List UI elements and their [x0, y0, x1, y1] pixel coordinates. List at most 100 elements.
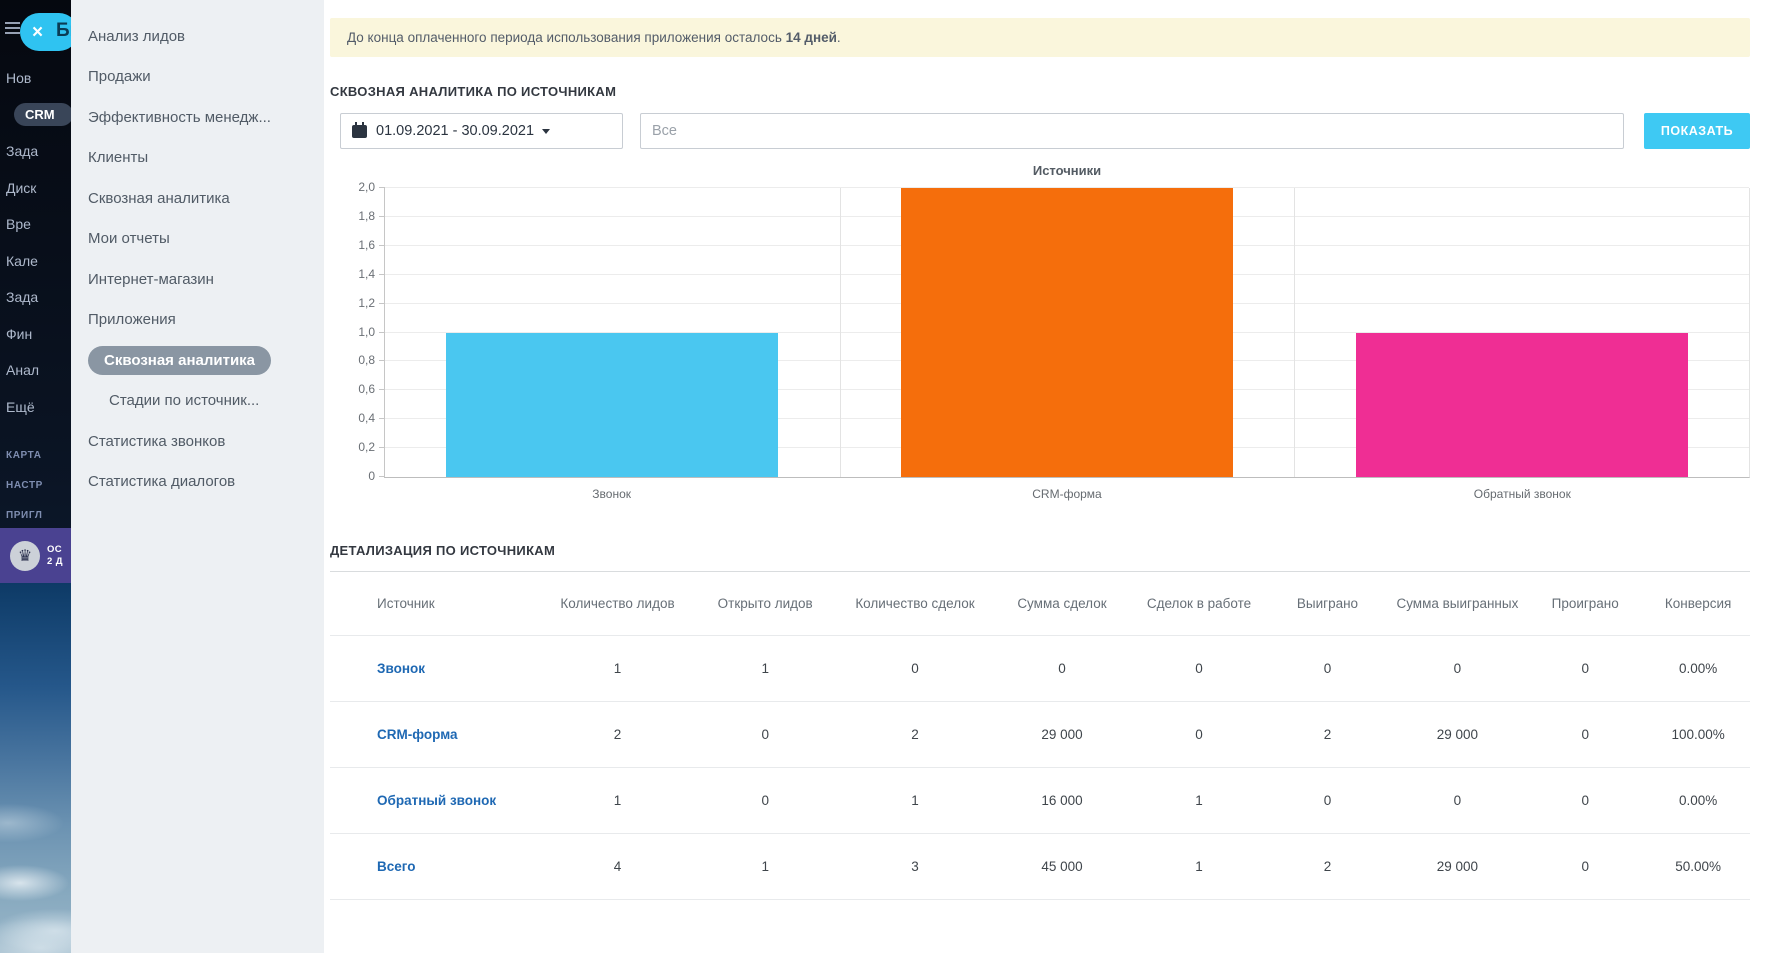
crown-icon: ♛ — [10, 541, 40, 571]
sidebar-item[interactable]: Диск — [0, 170, 71, 207]
sidebar-item[interactable]: Зада — [0, 133, 71, 170]
date-range-picker[interactable]: 01.09.2021 - 30.09.2021 — [340, 113, 623, 149]
flyout-selected-pill: Сквозная аналитика — [88, 346, 271, 375]
source-link[interactable]: Всего — [377, 859, 415, 874]
flyout-menu-item[interactable]: Статистика диалогов — [71, 462, 324, 503]
value-cell: 0 — [1524, 636, 1646, 702]
value-cell: 1 — [840, 768, 991, 834]
chart-x-axis-labels: ЗвонокCRM-формаОбратный звонок — [384, 487, 1750, 501]
y-axis-tick — [379, 274, 385, 275]
sidebar-nav: НовCRMЗадаДискВреКалеЗадаФинАналЕщё — [0, 60, 71, 425]
value-cell: 50.00% — [1646, 834, 1750, 900]
sidebar-footer-item[interactable]: КАРТА — [0, 440, 71, 470]
flyout-menu-item[interactable]: Анализ лидов — [71, 16, 324, 57]
flyout-menu-item[interactable]: Мои отчеты — [71, 219, 324, 260]
sidebar-item[interactable]: Ещё — [0, 389, 71, 426]
sidebar-item[interactable]: Анал — [0, 352, 71, 389]
sidebar-item[interactable]: Нов — [0, 60, 71, 97]
y-axis-tick — [379, 476, 385, 477]
column-header: Сделок в работе — [1134, 572, 1265, 636]
y-axis-tick — [379, 332, 385, 333]
flyout-menu-item[interactable]: Эффективность менедж... — [71, 97, 324, 138]
y-axis-label: 1,8 — [331, 209, 375, 223]
flyout-menu-item[interactable]: Сквозная аналитика — [71, 340, 324, 381]
source-link[interactable]: Обратный звонок — [377, 793, 496, 808]
value-cell: 2 — [840, 702, 991, 768]
sidebar-background-photo — [0, 583, 71, 953]
column-header: Количество сделок — [840, 572, 991, 636]
column-header: Выиграно — [1264, 572, 1390, 636]
value-cell: 3 — [840, 834, 991, 900]
source-cell: Обратный звонок — [330, 768, 544, 834]
value-cell: 0.00% — [1646, 768, 1750, 834]
show-button[interactable]: ПОКАЗАТЬ — [1644, 113, 1750, 149]
value-cell: 0 — [1264, 636, 1390, 702]
source-cell: Всего — [330, 834, 544, 900]
value-cell: 0 — [1524, 702, 1646, 768]
value-cell: 29 000 — [1391, 702, 1524, 768]
value-cell: 45 000 — [990, 834, 1133, 900]
value-cell: 29 000 — [1391, 834, 1524, 900]
source-cell: Звонок — [330, 636, 544, 702]
value-cell: 0 — [840, 636, 991, 702]
trial-upgrade-banner[interactable]: ♛ ОС 2 Д — [0, 528, 71, 583]
y-axis-label: 0,2 — [331, 440, 375, 454]
trial-days-left: ОС 2 Д — [47, 544, 63, 568]
value-cell: 1 — [544, 636, 690, 702]
y-axis-tick — [379, 447, 385, 448]
sidebar-item[interactable]: Вре — [0, 206, 71, 243]
flyout-menu-item[interactable]: Продажи — [71, 57, 324, 98]
value-cell: 0 — [691, 768, 840, 834]
column-header: Открыто лидов — [691, 572, 840, 636]
y-axis-tick — [379, 245, 385, 246]
column-header: Проиграно — [1524, 572, 1646, 636]
table-row: Звонок110000000.00% — [330, 636, 1750, 702]
value-cell: 1 — [1134, 834, 1265, 900]
y-axis-label: 0,8 — [331, 353, 375, 367]
license-notice-bar: До конца оплаченного периода использован… — [330, 18, 1750, 57]
filter-row: 01.09.2021 - 30.09.2021 ПОКАЗАТЬ — [330, 113, 1750, 149]
sidebar-footer-item[interactable]: НАСТР — [0, 470, 71, 500]
bar-3 — [1356, 333, 1688, 478]
details-table: ИсточникКоличество лидовОткрыто лидовКол… — [330, 571, 1750, 900]
table-row: Всего41345 0001229 000050.00% — [330, 834, 1750, 900]
y-axis-label: 0 — [331, 469, 375, 483]
calendar-icon — [352, 125, 367, 138]
sidebar-item[interactable]: Фин — [0, 316, 71, 353]
value-cell: 0.00% — [1646, 636, 1750, 702]
hamburger-menu-icon[interactable] — [5, 22, 20, 36]
flyout-menu-item[interactable]: Приложения — [71, 300, 324, 341]
source-filter-input[interactable] — [640, 113, 1624, 149]
value-cell: 1 — [1134, 768, 1265, 834]
notice-days-left: 14 дней — [786, 30, 837, 45]
y-axis-label: 1,2 — [331, 296, 375, 310]
column-header: Сумма выигранных — [1391, 572, 1524, 636]
bar-1 — [446, 333, 778, 478]
flyout-menu-item[interactable]: Статистика звонков — [71, 421, 324, 462]
sidebar-item[interactable]: CRM — [0, 97, 71, 134]
portal-logo: Би — [56, 20, 71, 42]
source-link[interactable]: CRM-форма — [377, 727, 458, 742]
flyout-menu-item[interactable]: Интернет-магазин — [71, 259, 324, 300]
analytics-flyout-menu: Анализ лидовПродажиЭффективность менедж.… — [71, 0, 324, 953]
table-row: Обратный звонок10116 00010000.00% — [330, 768, 1750, 834]
details-title: ДЕТАЛИЗАЦИЯ ПО ИСТОЧНИКАМ — [330, 543, 1750, 558]
y-axis-tick — [379, 418, 385, 419]
column-header: Конверсия — [1646, 572, 1750, 636]
flyout-menu-item[interactable]: Сквозная аналитика — [71, 178, 324, 219]
value-cell: 2 — [1264, 702, 1390, 768]
sidebar-footer-item[interactable]: ПРИГЛ — [0, 500, 71, 530]
value-cell: 0 — [1391, 768, 1524, 834]
value-cell: 4 — [544, 834, 690, 900]
source-link[interactable]: Звонок — [377, 661, 425, 676]
flyout-menu-item[interactable]: Клиенты — [71, 138, 324, 179]
flyout-menu-item[interactable]: Стадии по источник... — [71, 381, 324, 422]
sidebar-item[interactable]: Кале — [0, 243, 71, 280]
column-header: Сумма сделок — [990, 572, 1133, 636]
table-header-row: ИсточникКоличество лидовОткрыто лидовКол… — [330, 572, 1750, 636]
sidebar-item[interactable]: Зада — [0, 279, 71, 316]
y-axis-tick — [379, 187, 385, 188]
sidebar-footer-nav: КАРТАНАСТРПРИГЛ — [0, 440, 71, 530]
y-axis-tick — [379, 360, 385, 361]
date-range-value: 01.09.2021 - 30.09.2021 — [376, 123, 534, 139]
